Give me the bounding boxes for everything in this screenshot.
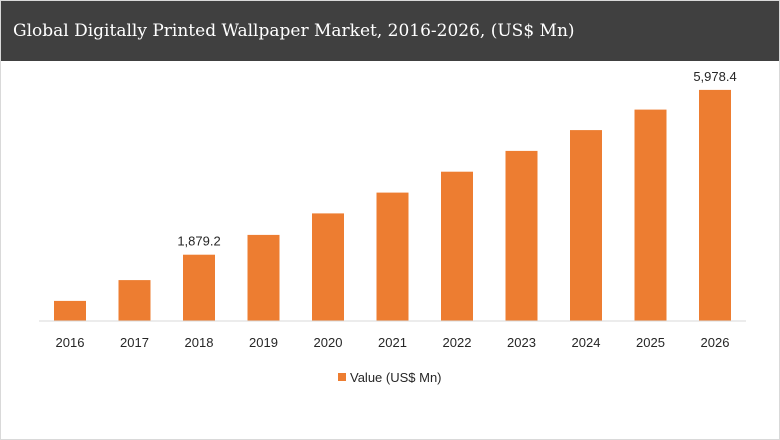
x-tick-label-2026: 2026: [701, 335, 730, 350]
x-tick-label-2022: 2022: [443, 335, 472, 350]
x-tick-label-2025: 2025: [636, 335, 665, 350]
chart-title: Global Digitally Printed Wallpaper Marke…: [13, 21, 575, 41]
title-bar: Global Digitally Printed Wallpaper Marke…: [1, 1, 779, 61]
bar-2019: [247, 234, 280, 321]
chart-svg: 2016 2017 2018 2019 2020 2021 2022 2023 2024 2025…: [39, 69, 746, 385]
x-tick-label-2024: 2024: [572, 335, 601, 350]
legend-label: Value (US$ Mn): [350, 370, 442, 385]
legend: Value (US$ Mn): [338, 370, 442, 385]
bar-2026: [699, 89, 731, 322]
bar-2025: [634, 109, 667, 321]
bar-2021: [376, 192, 409, 321]
bar-2020: [312, 213, 344, 321]
bar-2017: [118, 280, 151, 321]
x-tick-label-2023: 2023: [507, 335, 536, 350]
bar-2016: [54, 300, 86, 321]
x-tick-label-2016: 2016: [56, 335, 85, 350]
bar-2023: [505, 150, 538, 321]
x-tick-label-2020: 2020: [314, 335, 343, 350]
x-tick-label-2019: 2019: [249, 335, 278, 350]
x-tick-label-2018: 2018: [185, 335, 214, 350]
x-tick-labels: 2016 2017 2018 2019 2020 2021 2022 2023 2024 2025…: [56, 335, 730, 350]
bar-2022: [441, 171, 473, 321]
bar-2018: [183, 254, 215, 321]
legend-swatch: [338, 373, 346, 381]
data-labels: 1,879.2 5,978.4: [177, 69, 736, 249]
data-label-2026: 5,978.4: [693, 69, 736, 84]
bar-2024: [570, 130, 602, 321]
data-label-2018: 1,879.2: [177, 234, 220, 249]
x-tick-label-2021: 2021: [378, 335, 407, 350]
bars-layer: [54, 89, 731, 322]
x-tick-label-2017: 2017: [120, 335, 149, 350]
